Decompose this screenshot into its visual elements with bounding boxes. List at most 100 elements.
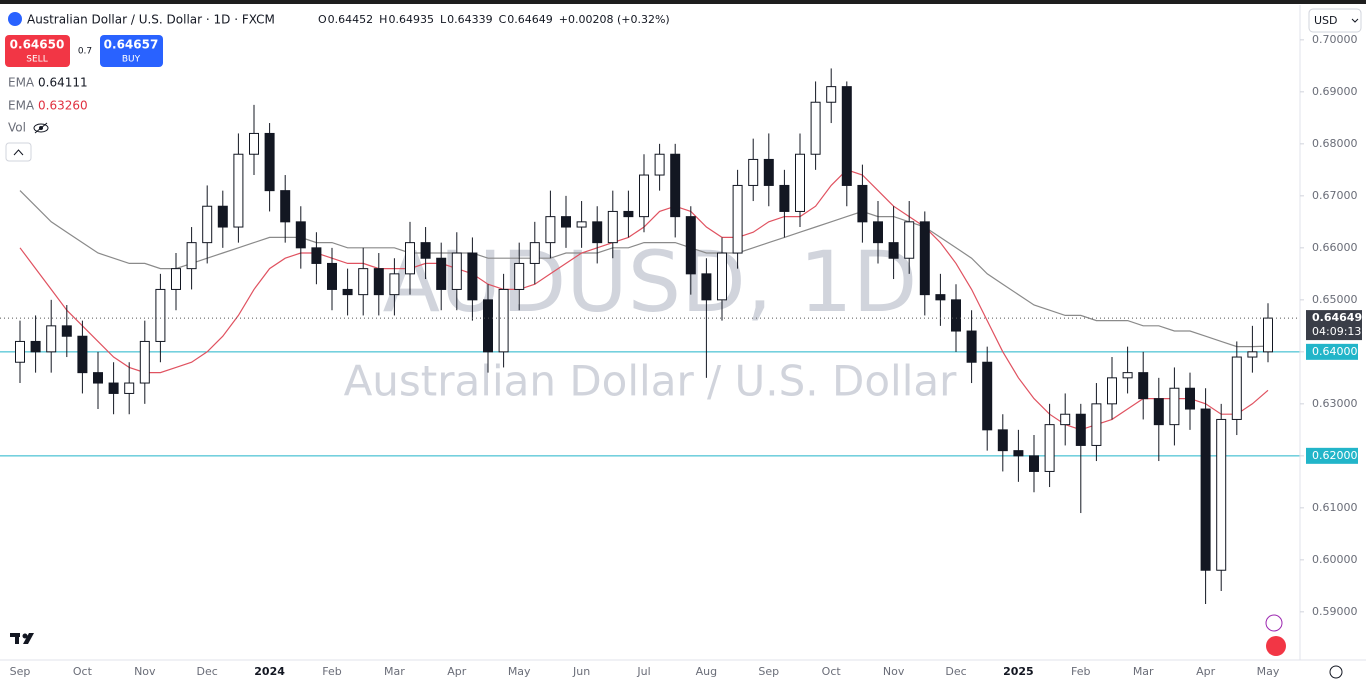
x-tick-label: Feb xyxy=(322,665,341,678)
candle-body xyxy=(1231,356,1242,420)
x-tick-label: Dec xyxy=(945,665,966,678)
candle-body xyxy=(1200,408,1211,571)
candle-body xyxy=(966,330,977,363)
tv-logo xyxy=(10,633,34,644)
candle-body xyxy=(1029,455,1039,472)
buy-button[interactable] xyxy=(100,35,163,67)
candle-body xyxy=(670,153,681,218)
settings-icon[interactable] xyxy=(1329,665,1343,679)
candle-body xyxy=(888,242,899,259)
candle-body xyxy=(373,268,384,296)
watermark-symbol: AUDUSD, 1D xyxy=(383,233,918,331)
ema-name: EMA xyxy=(8,76,35,90)
x-tick-label: Oct xyxy=(822,665,842,678)
candle-body xyxy=(654,153,665,176)
candle-body xyxy=(1138,372,1149,400)
candle-body xyxy=(732,184,743,254)
x-tick-label: Apr xyxy=(1196,665,1216,678)
candle-body xyxy=(389,273,400,296)
candle-body xyxy=(717,252,727,301)
candle-body xyxy=(358,268,369,296)
y-tick-label: 0.63000 xyxy=(1312,397,1358,410)
candle-body xyxy=(1185,387,1195,410)
symbol-title: Australian Dollar / U.S. Dollar · 1D · F… xyxy=(27,13,275,27)
candle-body xyxy=(1153,398,1164,426)
candle-body xyxy=(1122,372,1133,379)
ema-value: 0.63260 xyxy=(38,99,88,113)
candle-body xyxy=(264,132,275,192)
candle-body xyxy=(217,205,228,228)
candle-body xyxy=(795,153,805,212)
candle-body xyxy=(1091,403,1102,446)
candle-body xyxy=(498,288,509,353)
x-tick-label: Oct xyxy=(73,665,93,678)
candle-body xyxy=(748,158,759,186)
candle-body xyxy=(1060,413,1071,426)
countdown: 04:09:13 xyxy=(1312,325,1361,338)
y-tick-label: 0.68000 xyxy=(1312,137,1358,150)
candle-body xyxy=(77,335,88,374)
ohlc: O 0.64452 H 0.64935 L 0.64339 C 0.64649 +0.00208… xyxy=(318,13,670,26)
candle-body xyxy=(639,174,649,218)
buy-price: 0.64657 xyxy=(104,38,159,52)
candle-body xyxy=(857,184,868,223)
candle-body xyxy=(451,252,462,290)
hide-icon[interactable] xyxy=(33,122,49,134)
y-tick-label: 0.61000 xyxy=(1312,501,1358,514)
candle-body xyxy=(873,221,883,244)
spread: 0.7 xyxy=(78,47,92,57)
candle-body xyxy=(93,372,103,384)
candle-body xyxy=(810,101,821,155)
candle-body xyxy=(1107,377,1117,405)
candle-body xyxy=(1013,450,1024,457)
x-tick-label: Jul xyxy=(636,665,650,678)
legend: Australian Dollar / U.S. Dollar · 1D · F… xyxy=(5,12,670,162)
candle-body xyxy=(545,216,556,244)
x-tick-label: Sep xyxy=(758,665,779,678)
sell-button[interactable] xyxy=(5,35,70,67)
candle-body xyxy=(280,190,291,223)
candle-body xyxy=(61,325,72,337)
candle-body xyxy=(561,216,571,228)
flag-icon[interactable] xyxy=(1266,636,1286,656)
candle-body xyxy=(1216,418,1227,571)
x-tick-label: Mar xyxy=(384,665,405,678)
x-tick-label: Feb xyxy=(1071,665,1090,678)
ohlc-l: 0.64339 xyxy=(447,13,493,26)
symbol-icon xyxy=(8,12,22,26)
x-tick-label: May xyxy=(1257,665,1280,678)
candle-body xyxy=(1263,317,1273,353)
plot xyxy=(0,68,1300,605)
alert-icon[interactable] xyxy=(1265,614,1283,632)
x-tick-label: May xyxy=(508,665,531,678)
candle-body xyxy=(108,382,119,394)
candle-body xyxy=(46,325,57,353)
buy-label: BUY xyxy=(122,55,141,65)
candle-body xyxy=(155,288,166,342)
ohlc-o: 0.64452 xyxy=(328,13,374,26)
candle-body xyxy=(592,221,603,244)
y-tick-label: 0.66000 xyxy=(1312,241,1358,254)
y-tick-label: 0.69000 xyxy=(1312,85,1358,98)
y-tick-label: 0.60000 xyxy=(1312,553,1358,566)
ohlc-change: +0.00208 (+0.32%) xyxy=(559,13,670,26)
candle-body xyxy=(483,299,493,353)
candle-body xyxy=(514,262,525,290)
x-tick-label: Mar xyxy=(1133,665,1154,678)
watermark-name: Australian Dollar / U.S. Dollar xyxy=(344,357,958,406)
ohlc-c: 0.64649 xyxy=(507,13,553,26)
candle-body xyxy=(576,221,587,228)
currency-select[interactable] xyxy=(1308,8,1362,33)
collapse-button[interactable] xyxy=(5,142,32,162)
ohlc-h: 0.64935 xyxy=(388,13,434,26)
x-tick-label: Apr xyxy=(447,665,467,678)
candle-body xyxy=(124,382,135,394)
watermark: AUDUSD, 1D Australian Dollar / U.S. Dolla… xyxy=(344,233,958,406)
sell-price: 0.64650 xyxy=(10,38,65,52)
y-tick-label: 0.65000 xyxy=(1312,293,1358,306)
candle-body xyxy=(623,210,634,218)
x-tick-label: 2024 xyxy=(254,665,285,678)
candle-body xyxy=(982,361,993,431)
candle-body xyxy=(342,288,353,296)
